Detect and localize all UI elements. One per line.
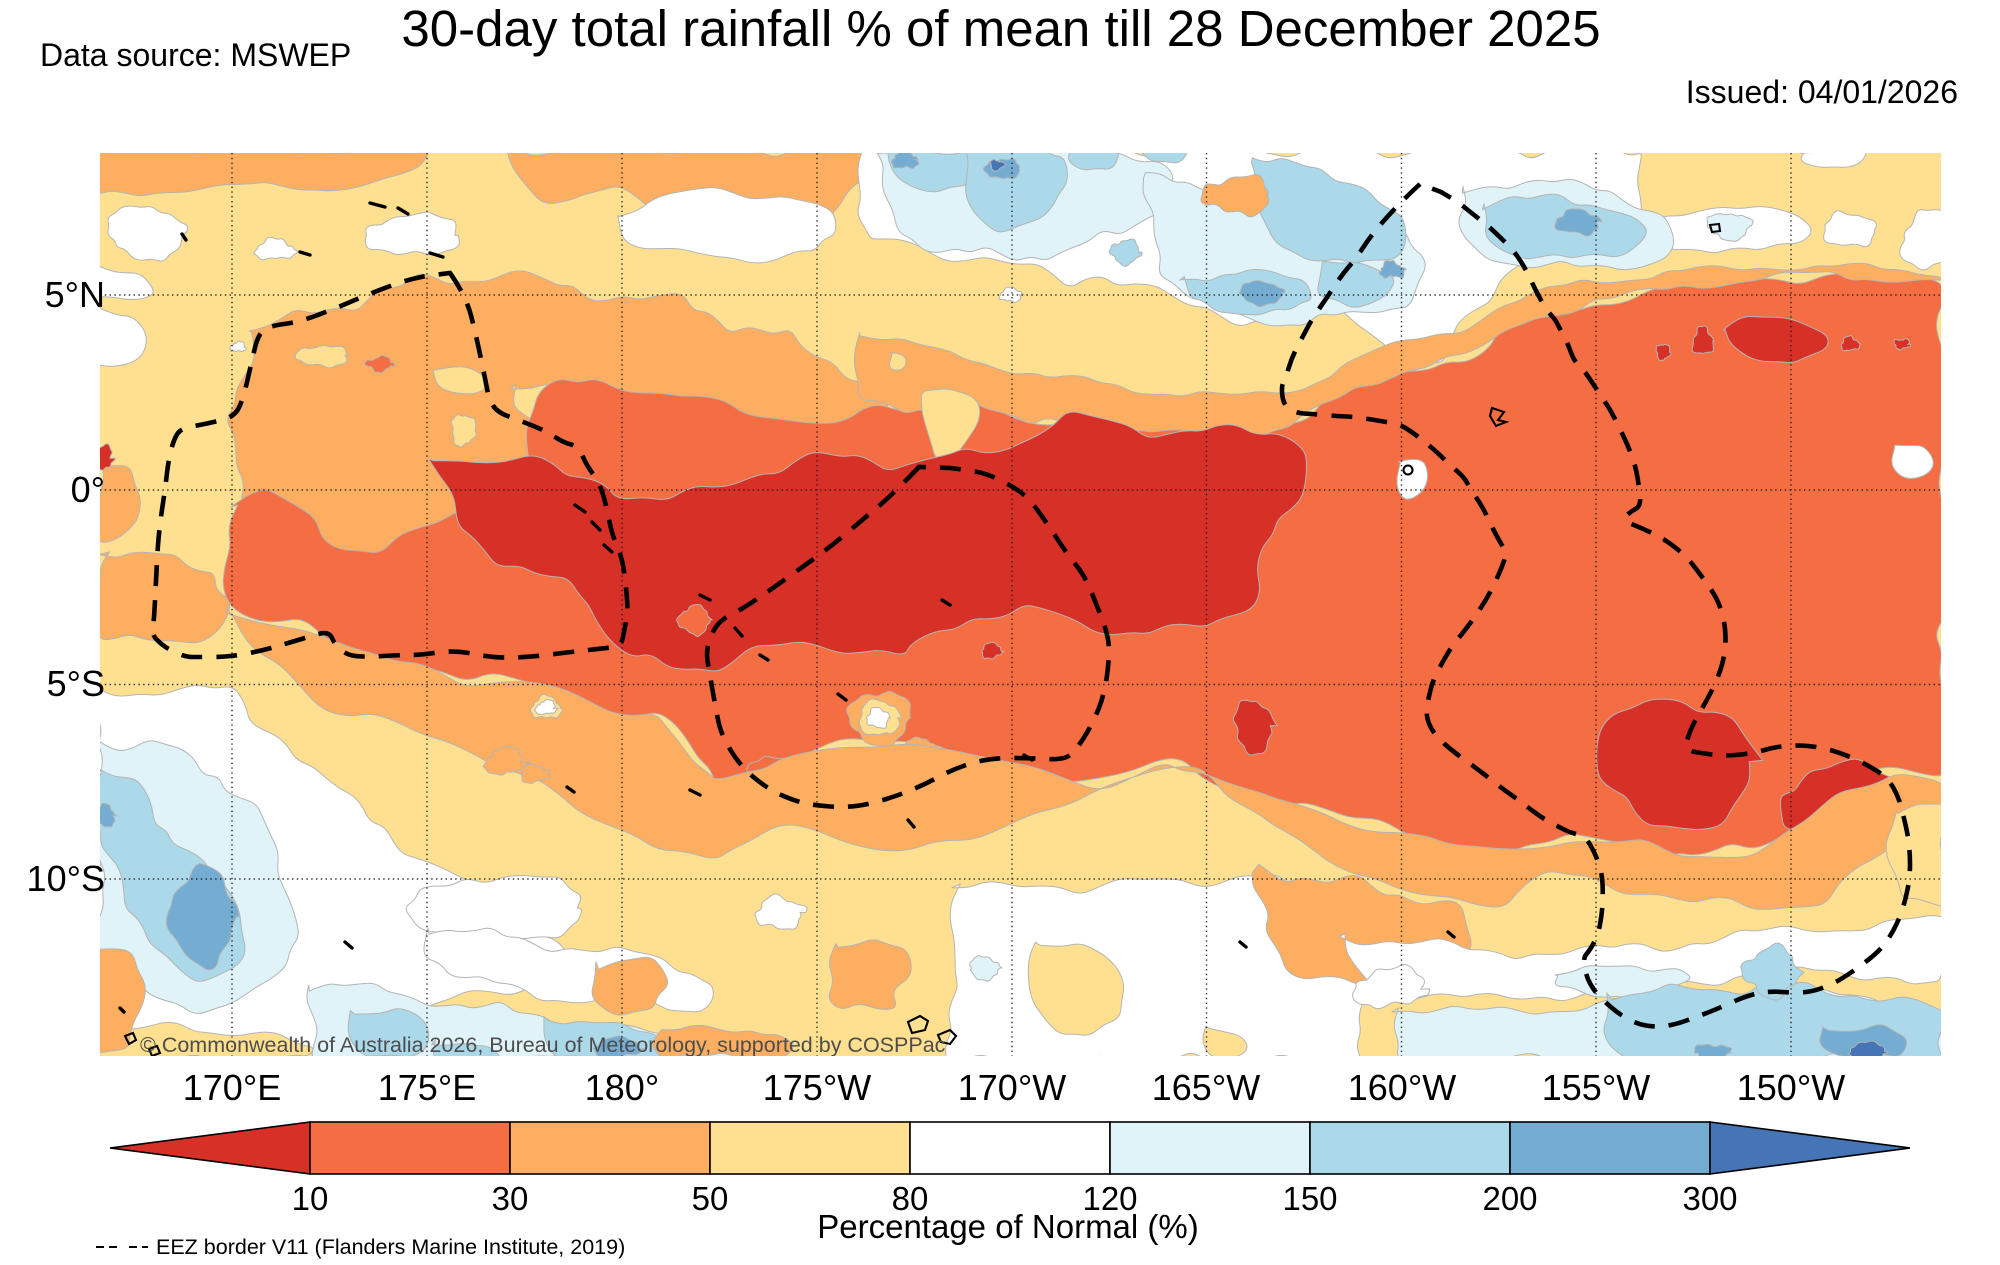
svg-text:170°W: 170°W (958, 1067, 1066, 1108)
svg-text:© Commonwealth of Australia 20: © Commonwealth of Australia 2026, Bureau… (140, 1033, 946, 1057)
svg-text:50: 50 (692, 1180, 729, 1217)
svg-text:150: 150 (1282, 1180, 1337, 1217)
svg-text:Percentage of Normal (%): Percentage of Normal (%) (817, 1208, 1198, 1245)
svg-text:10: 10 (292, 1180, 329, 1217)
svg-text:155°W: 155°W (1542, 1067, 1650, 1108)
svg-text:Data source: MSWEP: Data source: MSWEP (40, 37, 351, 73)
svg-text:175°W: 175°W (763, 1067, 871, 1108)
svg-text:30-day total rainfall % of mea: 30-day total rainfall % of mean till 28 … (401, 0, 1600, 57)
svg-text:200: 200 (1482, 1180, 1537, 1217)
svg-text:EEZ border V11 (Flanders Marin: EEZ border V11 (Flanders Marine Institut… (156, 1235, 625, 1259)
svg-text:120: 120 (1082, 1180, 1137, 1217)
svg-text:300: 300 (1682, 1180, 1737, 1217)
svg-text:0°: 0° (71, 469, 105, 510)
svg-text:150°W: 150°W (1737, 1067, 1845, 1108)
svg-text:160°W: 160°W (1348, 1067, 1456, 1108)
svg-text:170°E: 170°E (183, 1067, 281, 1108)
svg-text:175°E: 175°E (378, 1067, 476, 1108)
svg-text:5°S: 5°S (47, 663, 105, 704)
svg-text:5°N: 5°N (45, 274, 105, 315)
svg-text:80: 80 (892, 1180, 929, 1217)
svg-text:Issued: 04/01/2026: Issued: 04/01/2026 (1686, 74, 1958, 110)
svg-text:165°W: 165°W (1152, 1067, 1260, 1108)
svg-text:180°: 180° (585, 1067, 659, 1108)
svg-text:10°S: 10°S (27, 858, 105, 899)
svg-text:30: 30 (492, 1180, 529, 1217)
